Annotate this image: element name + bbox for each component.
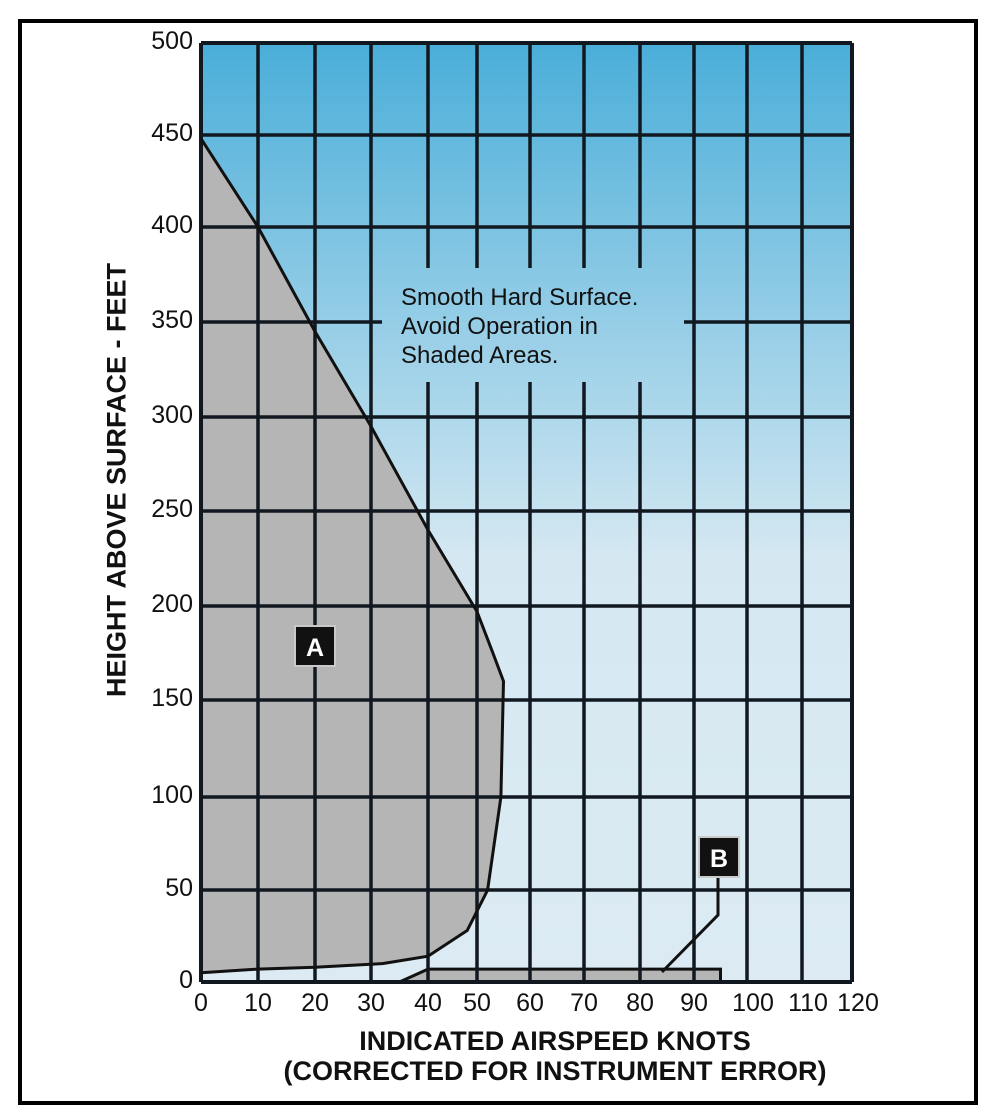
- y-tick-label: 400: [151, 211, 193, 239]
- region-a-tag: A: [294, 625, 336, 667]
- x-axis-label: INDICATED AIRSPEED KNOTS (CORRECTED FOR …: [200, 1026, 910, 1086]
- region-b-leader-line: [660, 877, 720, 974]
- y-tick-label: 150: [151, 684, 193, 712]
- annotation-line-1: Smooth Hard Surface.: [401, 284, 639, 311]
- y-tick-label: 500: [151, 27, 193, 55]
- x-tick-label: 110: [788, 989, 828, 1017]
- x-tick-label: 50: [463, 989, 491, 1017]
- x-tick-label: 20: [301, 989, 329, 1017]
- x-tick-label: 80: [626, 989, 654, 1017]
- y-tick-label: 0: [179, 966, 193, 994]
- x-axis-label-line-2: (CORRECTED FOR INSTRUMENT ERROR): [283, 1056, 827, 1086]
- annotation-note: Smooth Hard Surface. Avoid Operation in …: [401, 283, 638, 370]
- x-tick-label: 30: [357, 989, 385, 1017]
- region-b-tag: B: [698, 836, 740, 878]
- y-tick-label: 350: [151, 306, 193, 334]
- x-tick-label: 40: [414, 989, 442, 1017]
- y-axis-label: HEIGHT ABOVE SURFACE - FEET: [101, 262, 132, 698]
- x-tick-label: 0: [194, 989, 208, 1017]
- grid-lines: [199, 41, 854, 984]
- annotation-line-2: Avoid Operation in: [401, 313, 599, 340]
- x-tick-label: 70: [570, 989, 598, 1017]
- x-tick-label: 60: [516, 989, 544, 1017]
- y-tick-label: 250: [151, 495, 193, 523]
- y-tick-label: 450: [151, 119, 193, 147]
- x-tick-label: 120: [837, 989, 879, 1017]
- x-tick-label: 90: [680, 989, 708, 1017]
- x-tick-label: 100: [732, 989, 774, 1017]
- outer-frame: [18, 19, 978, 1105]
- y-tick-label: 100: [151, 781, 193, 809]
- annotation-line-3: Shaded Areas.: [401, 342, 559, 369]
- y-tick-label: 200: [151, 590, 193, 618]
- region-a-boundary: [199, 137, 506, 975]
- x-tick-label: 10: [244, 989, 272, 1017]
- y-tick-label: 50: [165, 874, 193, 902]
- y-tick-label: 300: [151, 401, 193, 429]
- x-axis-label-line-1: INDICATED AIRSPEED KNOTS: [359, 1026, 751, 1056]
